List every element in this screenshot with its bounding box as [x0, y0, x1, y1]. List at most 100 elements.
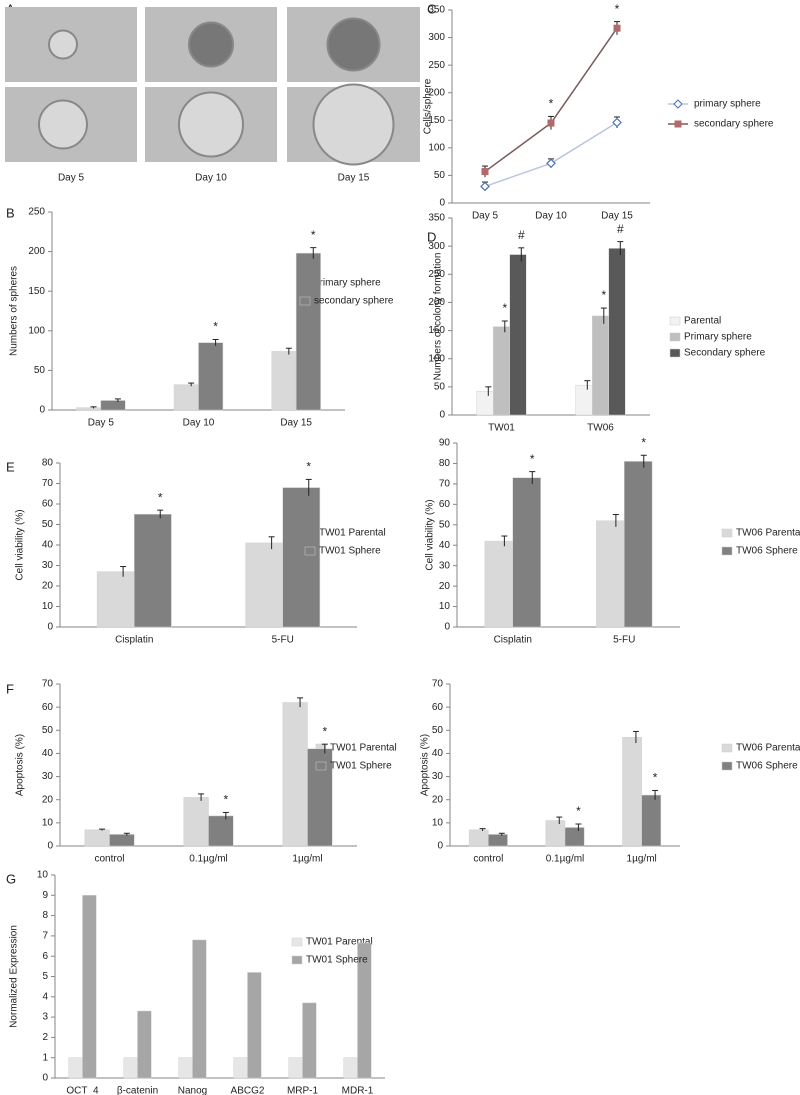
y-tick-label: 150 [28, 286, 45, 297]
series-line [484, 121, 618, 188]
legend-label: TW06 Parental [736, 528, 800, 539]
legend-label: Primary sphere [684, 332, 752, 343]
bar [76, 407, 102, 411]
day-label: Day 10 [195, 173, 227, 184]
x-tick-label: MDR-1 [342, 1086, 374, 1095]
sphere [38, 99, 88, 150]
y-tick-label: 0 [439, 198, 445, 209]
legend-label: TW06 Sphere [736, 761, 798, 772]
y-tick-label: 50 [432, 725, 444, 736]
bar [484, 540, 513, 628]
y-tick-label: 3 [42, 1012, 48, 1023]
legend-label: primary sphere [694, 99, 761, 110]
bar [476, 391, 494, 416]
significance-mark: * [601, 288, 606, 302]
bar [123, 1057, 138, 1079]
significance-mark: # [518, 228, 525, 242]
y-tick-label: 250 [428, 269, 445, 280]
significance-mark: * [530, 452, 535, 466]
panel-label: F [6, 681, 14, 696]
sphere [312, 83, 395, 166]
y-tick-label: 80 [439, 458, 451, 469]
y-tick-label: 250 [428, 60, 445, 71]
legend-label: TW06 Sphere [736, 546, 798, 557]
legend-marker [673, 99, 683, 109]
bar [596, 520, 625, 628]
y-tick-label: 300 [428, 241, 445, 252]
legend-label: TW01 Sphere [306, 955, 368, 966]
y-tick-label: 40 [432, 748, 444, 759]
legend-swatch [315, 761, 327, 771]
bar [233, 1057, 248, 1079]
bar [512, 477, 541, 628]
marker [546, 158, 556, 169]
x-tick-label: MRP-1 [287, 1086, 319, 1095]
legend-label: Parental [684, 316, 721, 327]
x-tick-label: TW06 [587, 423, 614, 434]
bar [641, 794, 662, 847]
y-tick-label: 50 [42, 519, 54, 530]
bar [592, 315, 609, 416]
y-tick-label: 200 [28, 246, 45, 257]
legend-swatch [304, 546, 316, 556]
y-tick-label: 50 [439, 519, 451, 530]
bar [468, 829, 489, 847]
panel-label: E [6, 459, 15, 474]
panel-label: D [427, 229, 436, 244]
bar [564, 827, 585, 847]
bar [192, 939, 207, 1079]
bar [282, 702, 308, 847]
x-tick-label: TW01 [488, 423, 515, 434]
y-tick-label: 30 [432, 771, 444, 782]
y-axis-label: Normalized Expression [9, 925, 20, 1028]
y-tick-label: 50 [434, 381, 446, 392]
y-axis-label: Numbers of spheres [9, 266, 20, 356]
sphere [326, 17, 381, 72]
y-tick-label: 9 [42, 890, 48, 901]
bar [608, 248, 626, 416]
sphere [178, 91, 244, 158]
bar [198, 342, 224, 411]
y-tick-label: 0 [439, 410, 445, 421]
bar [288, 1057, 303, 1079]
bar [622, 736, 642, 847]
y-axis-label: Cell viability (%) [425, 499, 436, 570]
legend-swatch [721, 761, 733, 771]
legend-swatch [721, 546, 733, 556]
y-tick-label: 50 [42, 725, 54, 736]
y-tick-label: 20 [439, 581, 451, 592]
significance-mark: * [576, 804, 581, 818]
y-tick-label: 100 [428, 142, 445, 153]
significance-mark: * [653, 771, 658, 785]
legend-marker [674, 120, 682, 128]
bar [545, 820, 566, 847]
significance-mark: * [502, 301, 507, 315]
bar [100, 400, 126, 411]
legend-label: TW01 Parental [306, 937, 373, 948]
bar [509, 254, 527, 416]
legend-label: Secondary sphere [684, 348, 766, 359]
y-tick-label: 10 [42, 601, 54, 612]
y-tick-label: 0 [444, 622, 450, 633]
x-tick-label: 1µg/ml [627, 854, 657, 865]
y-tick-label: 20 [432, 794, 444, 805]
bar [295, 252, 321, 411]
x-tick-label: OCT_4 [66, 1086, 99, 1095]
day-label: Day 5 [58, 173, 85, 184]
y-tick-label: 20 [42, 581, 54, 592]
y-tick-label: 50 [434, 170, 446, 181]
x-tick-label: 0.1µg/ml [189, 854, 228, 865]
y-tick-label: 30 [42, 560, 54, 571]
panel-label: C [427, 1, 436, 16]
x-tick-label: Day 15 [280, 418, 312, 429]
sphere [48, 29, 78, 60]
significance-mark: * [311, 228, 316, 242]
marker [612, 117, 622, 128]
bar [68, 1057, 83, 1079]
y-tick-label: 30 [42, 771, 54, 782]
y-axis-label: Cells/sphere [423, 78, 434, 134]
y-tick-label: 70 [42, 679, 54, 690]
bar [282, 487, 321, 628]
legend-label: TW01 Parental [319, 528, 386, 539]
y-tick-label: 8 [42, 910, 48, 921]
